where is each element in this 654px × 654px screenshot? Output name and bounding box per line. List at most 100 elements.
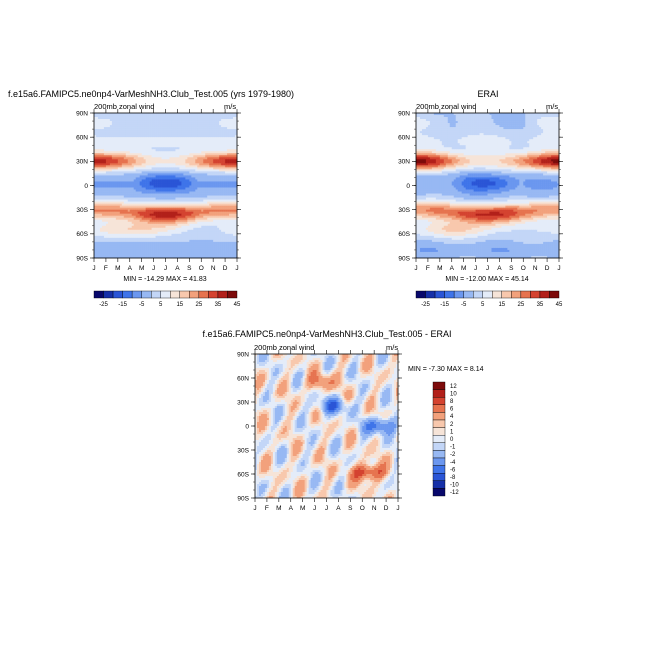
contour-cell — [131, 189, 135, 192]
contour-cell — [135, 141, 138, 144]
contour-cell — [129, 203, 133, 206]
contour-cell — [115, 217, 119, 221]
contour-cell — [117, 157, 121, 160]
contour-cell — [143, 227, 146, 231]
contour-cell — [99, 245, 103, 249]
contour-cell — [169, 203, 172, 206]
contour-cell — [149, 207, 152, 210]
contour-cell — [191, 221, 194, 225]
contour-cell — [131, 131, 135, 134]
contour-cell — [173, 195, 176, 198]
contour-cell — [203, 221, 206, 225]
contour-cell — [191, 209, 194, 212]
contour-cell — [101, 251, 105, 255]
contour-cell — [227, 117, 230, 120]
contour-cell — [121, 145, 125, 148]
contour-cell — [199, 147, 202, 150]
contour-cell — [117, 233, 121, 237]
contour-cell — [169, 189, 172, 192]
contour-cell — [97, 177, 101, 180]
contour-cell — [153, 137, 156, 140]
contour-cell — [177, 193, 180, 196]
contour-cell — [221, 231, 224, 235]
contour-cell — [233, 231, 236, 235]
contour-cell — [147, 155, 150, 158]
contour-cell — [137, 133, 140, 136]
contour-cell — [131, 193, 135, 196]
contour-cell — [113, 203, 117, 206]
contour-cell — [217, 213, 220, 216]
contour-cell — [169, 183, 172, 186]
contour-cell — [113, 229, 117, 233]
contour-cell — [163, 207, 166, 210]
contour-cell — [121, 123, 125, 126]
contour-cell — [133, 199, 137, 202]
contour-cell — [231, 235, 234, 239]
contour-cell — [107, 161, 111, 164]
contour-cell — [179, 231, 182, 235]
contour-cell — [159, 175, 162, 178]
contour-cell — [111, 201, 115, 204]
contour-cell — [217, 127, 220, 130]
contour-cell — [129, 225, 133, 229]
contour-cell — [125, 219, 129, 223]
contour-cell — [203, 237, 206, 241]
contour-cell — [225, 215, 228, 219]
contour-cell — [163, 187, 166, 190]
contour-cell — [207, 185, 210, 188]
contour-cell — [205, 165, 208, 168]
contour-cell — [219, 181, 222, 184]
contour-cell — [129, 185, 133, 188]
contour-cell — [233, 175, 236, 178]
contour-cell — [187, 141, 190, 144]
contour-cell — [137, 187, 140, 190]
contour-cell — [129, 153, 133, 156]
contour-cell — [205, 113, 208, 116]
contour-cell — [115, 239, 119, 243]
contour-cell — [94, 143, 97, 146]
contour-cell — [141, 133, 144, 136]
contour-cell — [121, 131, 125, 134]
contour-cell — [183, 153, 186, 156]
contour-cell — [175, 145, 178, 148]
contour-cell — [95, 185, 99, 188]
contour-cell — [129, 117, 133, 120]
contour-cell — [121, 185, 125, 188]
contour-cell — [165, 195, 168, 198]
contour-cell — [145, 199, 148, 202]
contour-cell — [143, 211, 146, 214]
contour-cell — [165, 173, 168, 176]
contour-cell — [147, 217, 150, 221]
contour-cell — [121, 195, 125, 198]
contour-cell — [213, 147, 216, 150]
contour-cell — [227, 163, 230, 166]
contour-cell — [211, 129, 214, 132]
contour-cell — [125, 181, 129, 184]
contour-cell — [155, 151, 158, 154]
contour-cell — [99, 133, 103, 136]
contour-cell — [111, 227, 115, 231]
contour-cell — [223, 117, 226, 120]
contour-cell — [111, 225, 115, 229]
contour-cell — [125, 169, 129, 172]
contour-cell — [235, 235, 238, 239]
contour-cell — [223, 123, 226, 126]
contour-cell — [173, 151, 176, 154]
contour-cell — [117, 251, 121, 255]
contour-cell — [105, 119, 109, 122]
contour-cell — [169, 221, 172, 225]
contour-cell — [105, 237, 109, 241]
contour-cell — [123, 251, 127, 255]
contour-cell — [153, 171, 156, 174]
contour-cell — [121, 181, 125, 184]
contour-cell — [127, 181, 131, 184]
contour-cell — [95, 167, 99, 170]
contour-cell — [191, 119, 194, 122]
contour-cell — [169, 121, 172, 124]
contour-cell — [94, 139, 97, 142]
contour-cell — [141, 181, 144, 184]
contour-cell — [125, 171, 129, 174]
contour-cell — [201, 199, 204, 202]
contour-cell — [99, 139, 103, 142]
contour-cell — [125, 131, 129, 134]
